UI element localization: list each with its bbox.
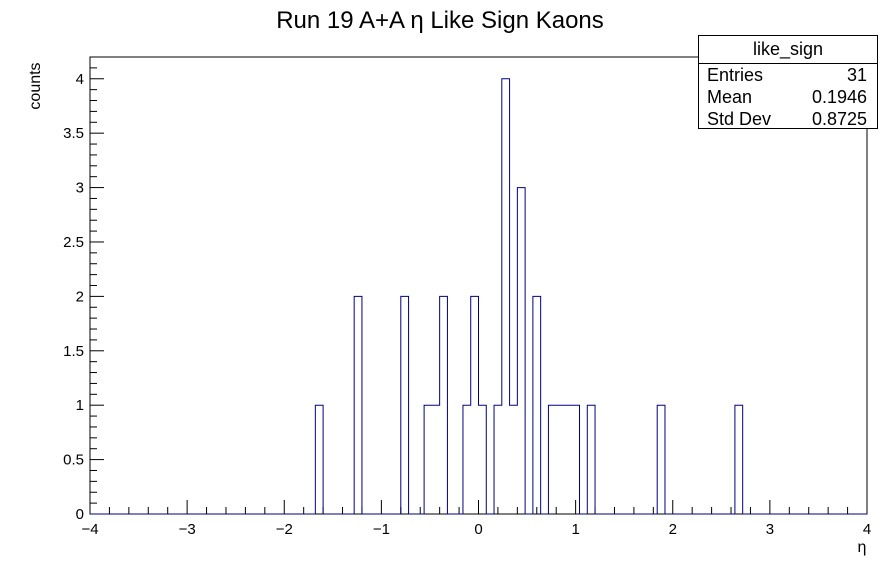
histogram-line	[90, 78, 867, 515]
stats-label: Std Dev	[707, 109, 772, 129]
x-tick-label: −2	[276, 521, 293, 538]
stats-row-stddev: Std Dev 0.8725	[699, 108, 877, 130]
x-tick-label: −1	[373, 521, 390, 538]
y-tick-label: 1	[76, 397, 84, 414]
x-tick-label: −4	[81, 521, 98, 538]
stats-value: 0.8725	[811, 109, 867, 129]
stats-title: like_sign	[699, 36, 877, 64]
axis-tick-labels: −4 −3 −2 −1 0 1 2 3 4 0 0.5 1 1.5 2 2.5 3 3.5 4	[63, 71, 871, 538]
y-tick-label: 1.5	[63, 343, 84, 360]
y-tick-label: 0.5	[63, 452, 84, 469]
y-axis-label: counts	[27, 62, 44, 109]
stats-label: Mean	[707, 87, 753, 107]
stats-box: like_sign Entries 31 Mean 0.1946 Std Dev…	[698, 35, 878, 129]
chart-title: Run 19 A+A η Like Sign Kaons	[276, 7, 604, 34]
x-tick-label: 2	[669, 521, 677, 538]
y-tick-label: 2.5	[63, 234, 84, 251]
y-tick-label: 4	[76, 71, 84, 88]
stats-label: Entries	[707, 65, 764, 85]
y-tick-label: 0	[76, 506, 84, 523]
x-tick-label: 4	[863, 521, 871, 538]
x-axis-label: η	[858, 539, 867, 556]
axis-ticks	[89, 56, 868, 515]
x-tick-label: 1	[571, 521, 579, 538]
stats-value: 31	[846, 65, 867, 85]
x-tick-label: −3	[179, 521, 196, 538]
x-tick-label: 0	[474, 521, 482, 538]
stats-row-mean: Mean 0.1946	[699, 86, 877, 108]
stats-value: 0.1946	[811, 87, 867, 107]
y-tick-label: 3.5	[63, 125, 84, 142]
y-tick-label: 3	[76, 180, 84, 197]
x-tick-label: 3	[766, 521, 774, 538]
stats-row-entries: Entries 31	[699, 64, 877, 86]
y-tick-label: 2	[76, 288, 84, 305]
